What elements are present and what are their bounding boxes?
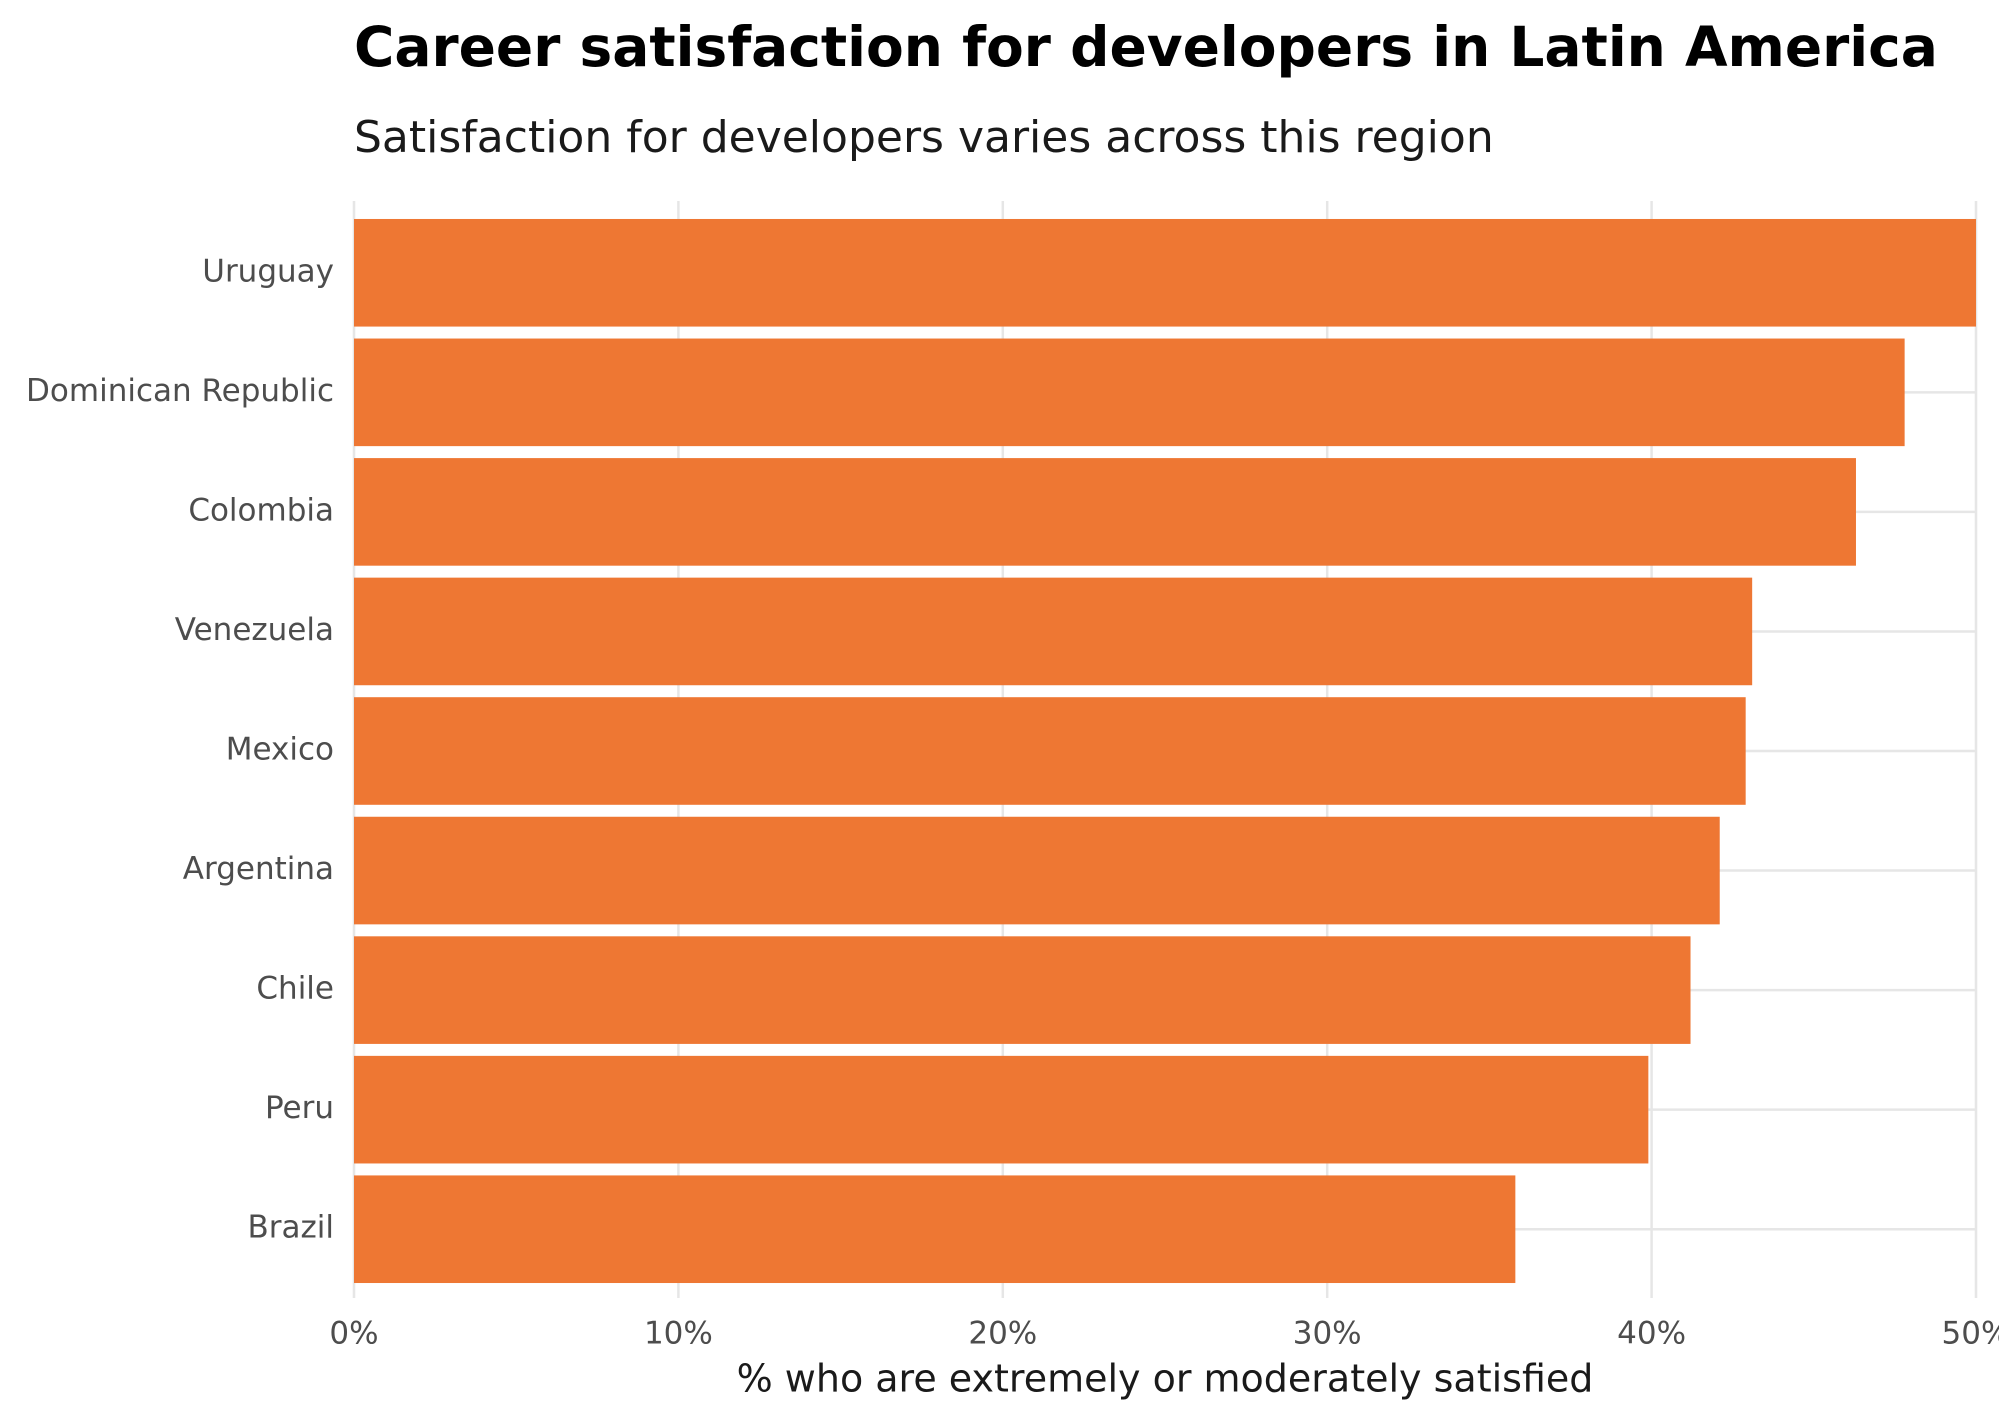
x-tick-label: 0% [329,1316,378,1352]
x-tick-label: 20% [968,1316,1037,1352]
x-tick-label: 10% [644,1316,713,1352]
bar [354,816,1720,925]
x-tick-label: 40% [1617,1316,1686,1352]
bar [354,577,1753,686]
y-tick-label: Chile [256,971,334,1007]
bar [354,936,1691,1044]
y-tick-label: Argentina [183,851,334,887]
y-tick-label: Uruguay [202,253,334,289]
y-tick-label: Colombia [188,492,334,528]
x-tick-label: 50% [1942,1316,1999,1352]
bar [354,338,1905,447]
chart-title: Career satisfaction for developers in La… [354,15,1938,79]
y-tick-label: Peru [265,1090,334,1126]
bar [354,1055,1649,1164]
chart-subtitle: Satisfaction for developers varies acros… [354,112,1494,163]
y-tick-label: Brazil [247,1210,334,1246]
bar [354,458,1856,566]
y-tick-label: Dominican Republic [26,373,334,409]
x-axis-title: % who are extremely or moderately satisf… [737,1357,1594,1401]
bar [354,697,1746,805]
y-tick-label: Mexico [226,732,334,768]
x-tick-label: 30% [1293,1316,1362,1352]
bar [354,218,1976,327]
bar [354,1175,1516,1284]
y-tick-label: Venezuela [175,612,334,648]
